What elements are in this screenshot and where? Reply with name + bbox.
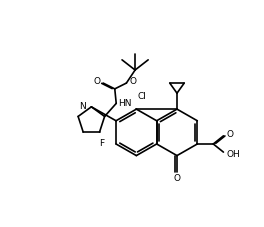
Text: O: O	[226, 130, 233, 139]
Text: O: O	[173, 175, 181, 183]
Text: O: O	[94, 77, 101, 86]
Text: Cl: Cl	[138, 92, 147, 101]
Text: N: N	[79, 102, 86, 111]
Text: HN: HN	[119, 99, 132, 108]
Text: F: F	[99, 139, 104, 148]
Text: O: O	[129, 77, 136, 86]
Text: OH: OH	[227, 150, 241, 159]
